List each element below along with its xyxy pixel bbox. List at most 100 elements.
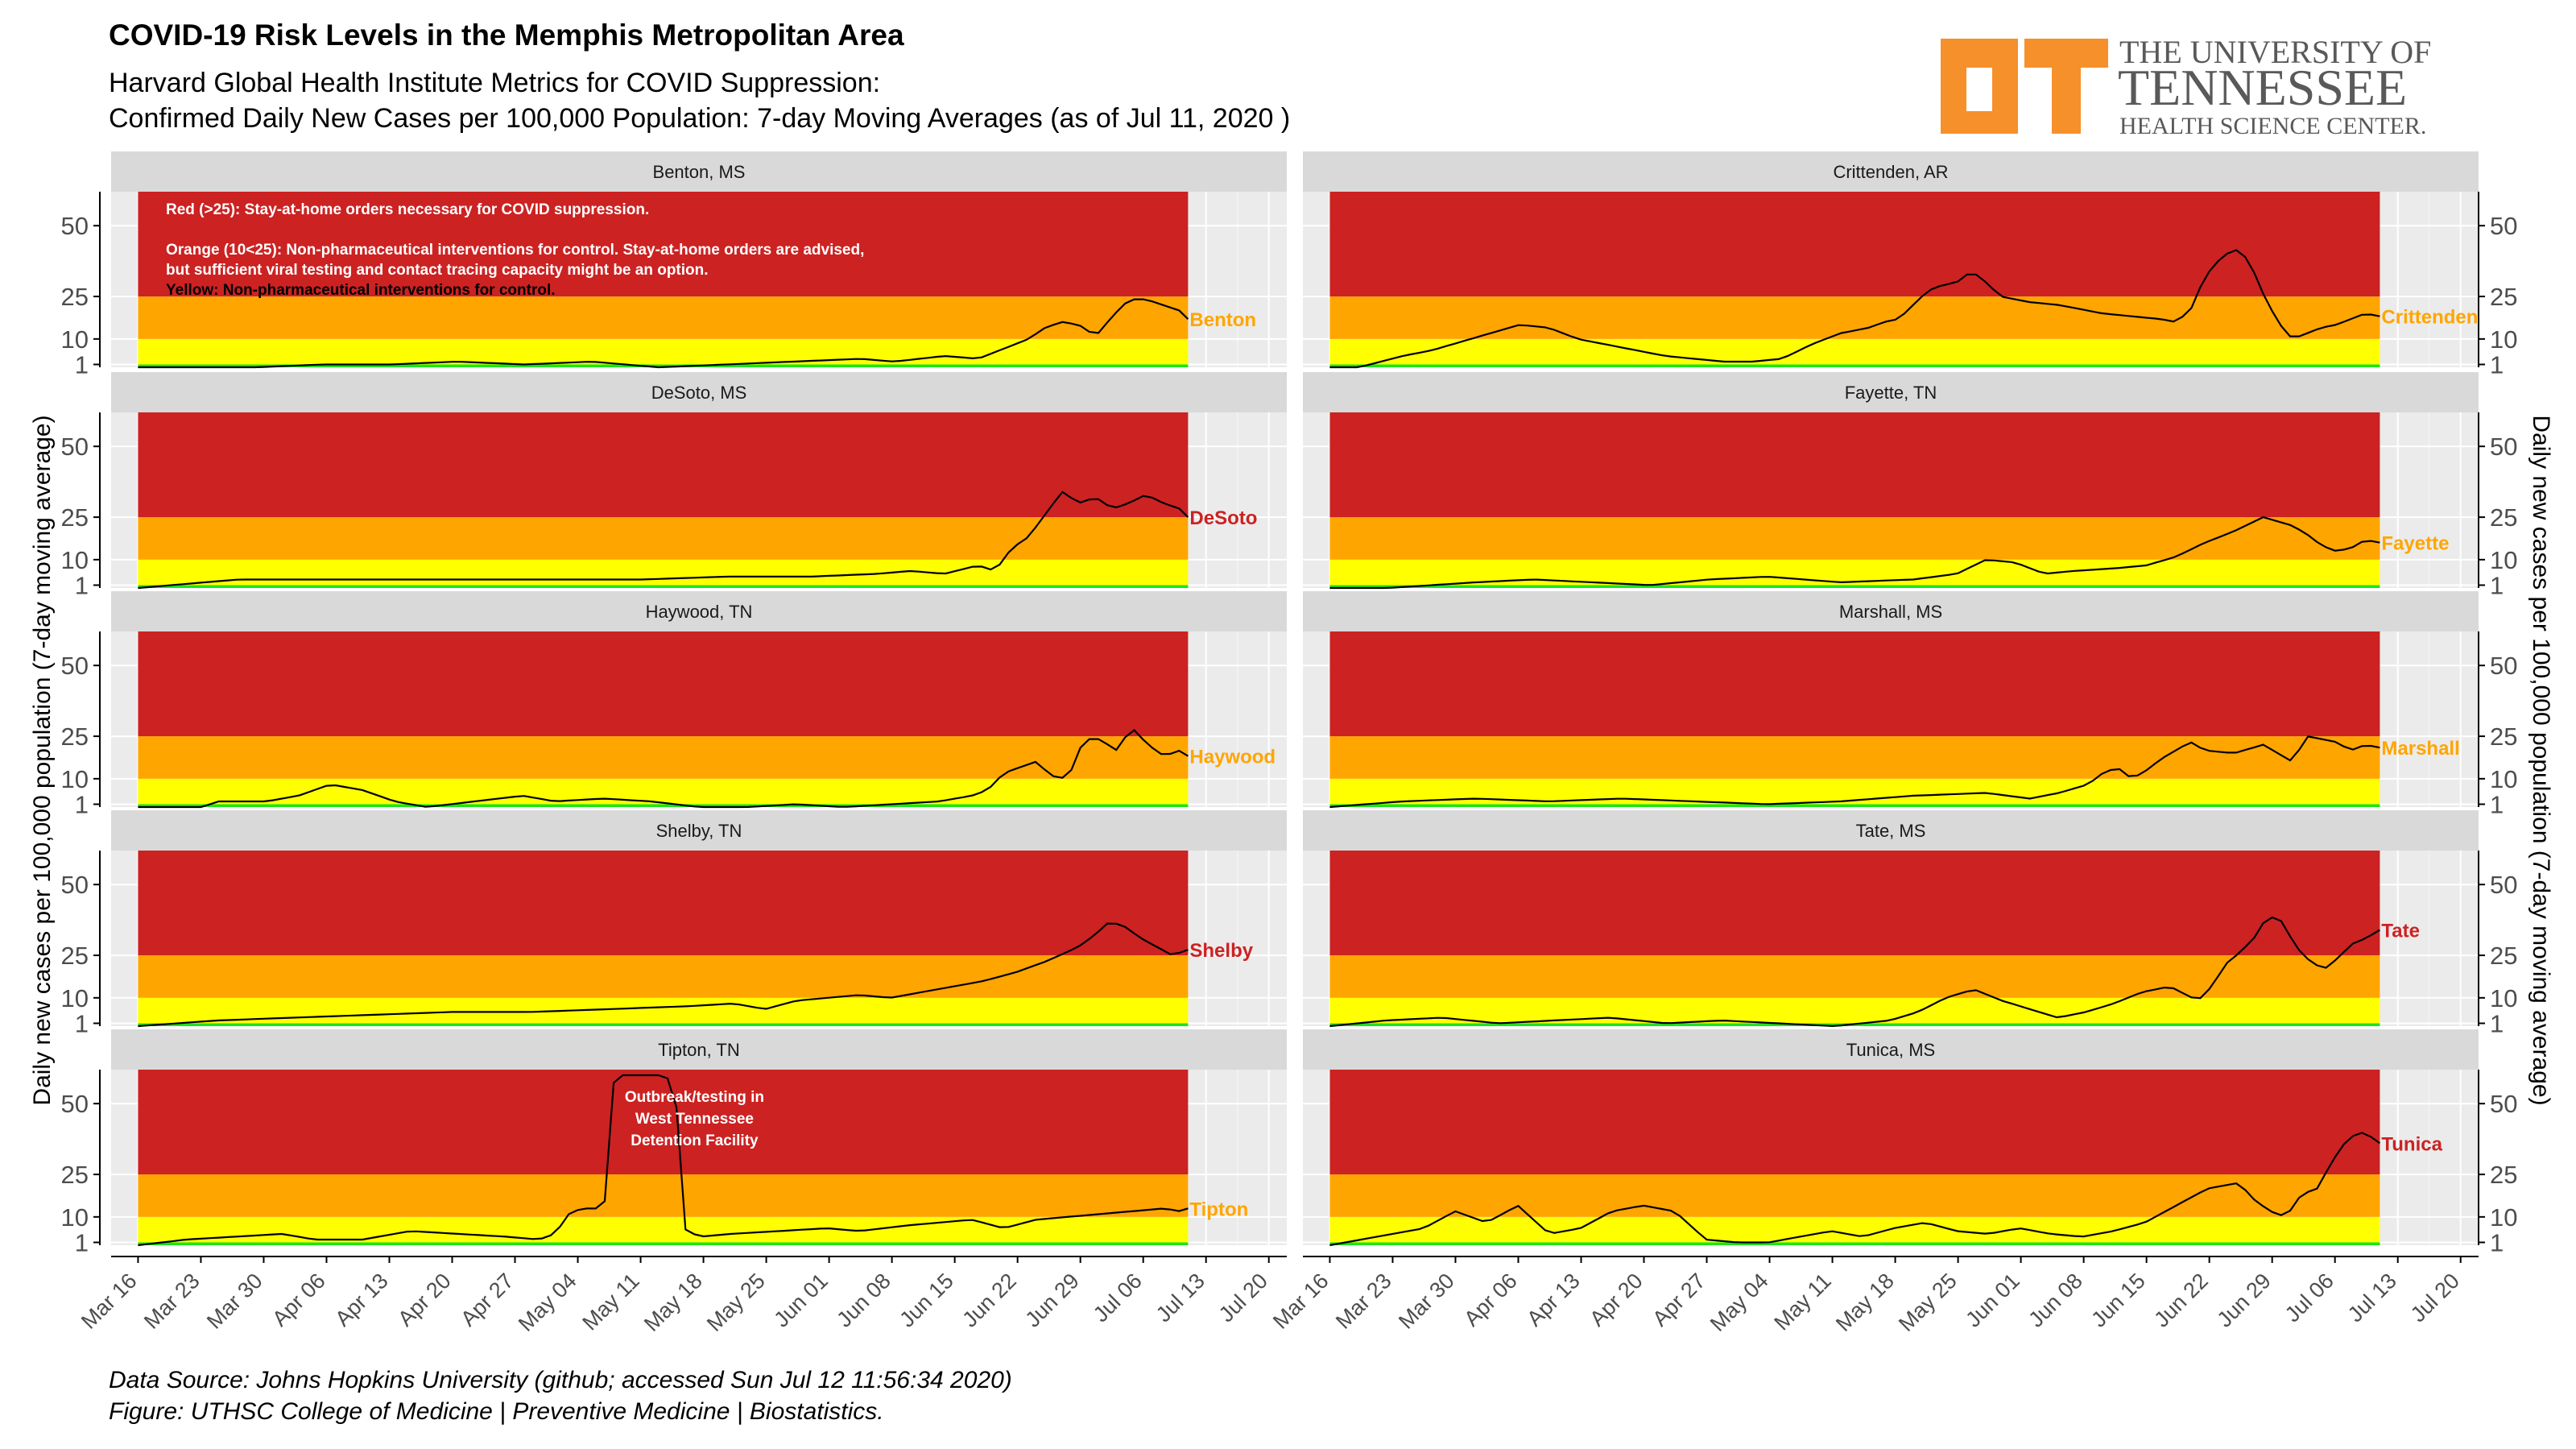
panel-title: Shelby, TN xyxy=(656,821,742,841)
risk-band-red xyxy=(1329,631,2380,737)
footer-credit: Figure: UTHSC College of Medicine | Prev… xyxy=(109,1398,884,1425)
risk-band-yellow xyxy=(138,559,1189,586)
risk-band-orange xyxy=(138,736,1189,779)
risk-band-green xyxy=(1329,804,2380,807)
risk-band-green xyxy=(138,804,1189,807)
y-tick-label: 50 xyxy=(2490,433,2517,461)
y-tick-label: 1 xyxy=(2490,571,2504,599)
series-line xyxy=(1329,1132,2381,1247)
risk-band-green xyxy=(1329,364,2380,367)
risk-band-red xyxy=(1329,412,2380,518)
series-end-label: Shelby xyxy=(1189,940,1253,962)
series-end-label: Crittenden xyxy=(2381,307,2478,329)
y-tick-label: 50 xyxy=(61,433,89,461)
series-line xyxy=(138,491,1189,590)
page-subtitle-line-1: Harvard Global Health Institute Metrics … xyxy=(109,68,880,98)
series-line xyxy=(1329,735,2380,809)
y-tick-label: 50 xyxy=(2490,1090,2517,1118)
risk-band-orange xyxy=(1329,517,2380,560)
risk-band-green xyxy=(1329,585,2380,588)
series-line xyxy=(1329,249,2380,369)
legend-note-line: but sufficient viral testing and contact… xyxy=(166,262,709,279)
y-tick-label: 50 xyxy=(61,652,89,680)
risk-band-green xyxy=(138,1242,1189,1245)
y-tick-label: 1 xyxy=(2490,1009,2504,1037)
y-tick-label: 50 xyxy=(61,871,89,899)
risk-band-orange xyxy=(138,955,1189,998)
y-tick-label: 25 xyxy=(2490,503,2517,532)
panel-strip xyxy=(1303,810,2479,851)
panel-strip xyxy=(1303,372,2479,412)
y-tick-label: 10 xyxy=(61,1203,89,1232)
risk-band-green xyxy=(138,585,1189,588)
risk-band-orange xyxy=(1329,1174,2380,1217)
logo-line-3: HEALTH SCIENCE CENTER. xyxy=(2119,113,2426,139)
panel-7: Shelby, TN Shelby 110 25 50 xyxy=(61,810,1287,1044)
y-axis-title-right: Daily new cases per 100,000 population (… xyxy=(2528,415,2554,1105)
series-end-label: DeSoto xyxy=(1189,507,1257,529)
y-tick-label: 50 xyxy=(2490,212,2517,240)
risk-band-green xyxy=(138,1023,1189,1026)
y-tick-label: 10 xyxy=(2490,984,2517,1012)
risk-band-red xyxy=(138,631,1189,737)
panel-strip xyxy=(111,372,1287,412)
risk-band-orange xyxy=(1329,955,2380,998)
risk-band-orange xyxy=(1329,296,2380,339)
y-tick-label: 1 xyxy=(2490,1228,2504,1256)
series-line xyxy=(138,729,1189,809)
panel-title: Haywood, TN xyxy=(646,602,753,622)
page-subtitle-line-2: Confirmed Daily New Cases per 100,000 Po… xyxy=(109,103,1290,134)
y-tick-label: 50 xyxy=(61,1090,89,1118)
ut-mark-icon xyxy=(1941,39,2108,134)
panel-strip xyxy=(111,591,1287,631)
series-end-label: Tunica xyxy=(2381,1133,2442,1155)
series-line xyxy=(1329,916,2380,1028)
panel-title: DeSoto, MS xyxy=(651,383,747,403)
y-axis-title-left: Daily new cases per 100,000 population (… xyxy=(29,415,56,1105)
risk-band-red xyxy=(1329,192,2380,297)
risk-band-yellow xyxy=(138,778,1189,805)
panel-1: Benton, MS Benton 110 25 50 Red (>25): Stay-a… xyxy=(61,151,1287,385)
series-line xyxy=(138,1074,1189,1247)
annotation-line: Detention Facility xyxy=(631,1132,759,1149)
y-tick-label: 25 xyxy=(61,503,89,532)
y-tick-label: 50 xyxy=(2490,871,2517,899)
y-tick-label: 25 xyxy=(2490,722,2517,751)
annotation-line: Outbreak/testing in xyxy=(625,1089,764,1106)
legend-note-line: Red (>25): Stay-at-home orders necessary… xyxy=(166,201,649,218)
risk-band-yellow xyxy=(1329,338,2380,365)
panel-strip xyxy=(1303,151,2479,192)
series-end-label: Benton xyxy=(1189,309,1256,331)
risk-band-green xyxy=(1329,1242,2380,1245)
y-tick-label: 25 xyxy=(61,283,89,311)
uthsc-logo: THE UNIVERSITY OF TENNESSEE HEALTH SCIEN… xyxy=(1941,34,2431,139)
panel-title: Fayette, TN xyxy=(1845,383,1937,403)
panel-strip xyxy=(1303,591,2479,631)
panel-6: Marshall, MS Marshall 110 25 50 xyxy=(1303,591,2517,825)
y-tick-label: 50 xyxy=(2490,652,2517,680)
panel-title: Tipton, TN xyxy=(658,1040,739,1060)
series-end-label: Haywood xyxy=(1189,747,1276,768)
risk-band-yellow xyxy=(138,338,1189,365)
y-tick-label: 10 xyxy=(61,984,89,1012)
y-tick-label: 25 xyxy=(61,1161,89,1189)
panel-3: DeSoto, MS DeSoto 110 25 50 xyxy=(61,372,1287,606)
y-tick-label: 1 xyxy=(75,571,89,599)
series-end-label: Fayette xyxy=(2381,533,2449,555)
panel-4: Fayette, TN Fayette 110 25 50 xyxy=(1303,372,2517,606)
y-tick-label: 10 xyxy=(61,325,89,354)
panel-2: Crittenden, AR Crittenden 110 25 50 xyxy=(1303,151,2517,385)
y-tick-label: 25 xyxy=(2490,942,2517,970)
panel-strip xyxy=(111,1029,1287,1070)
risk-band-red xyxy=(138,412,1189,518)
logo-line-2: TENNESSEE xyxy=(2118,59,2407,116)
panel-8: Tate, MS Tate 110 25 50 xyxy=(1303,810,2517,1044)
risk-band-green xyxy=(138,364,1189,367)
series-line xyxy=(1329,515,2380,590)
risk-band-orange xyxy=(138,296,1189,339)
risk-band-orange xyxy=(138,517,1189,560)
panel-title: Crittenden, AR xyxy=(1833,162,1948,182)
